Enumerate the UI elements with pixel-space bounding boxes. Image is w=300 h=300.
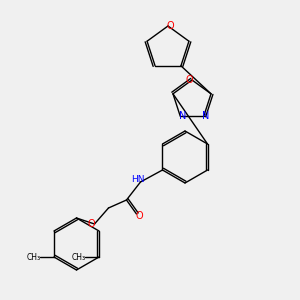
Text: O: O bbox=[185, 75, 193, 85]
Text: CH₃: CH₃ bbox=[27, 253, 41, 262]
Text: N: N bbox=[178, 111, 186, 121]
Text: HN: HN bbox=[131, 176, 144, 184]
Text: O: O bbox=[88, 219, 95, 229]
Text: O: O bbox=[166, 21, 174, 31]
Text: N: N bbox=[202, 111, 209, 121]
Text: O: O bbox=[136, 211, 143, 221]
Text: CH₃: CH₃ bbox=[72, 253, 86, 262]
